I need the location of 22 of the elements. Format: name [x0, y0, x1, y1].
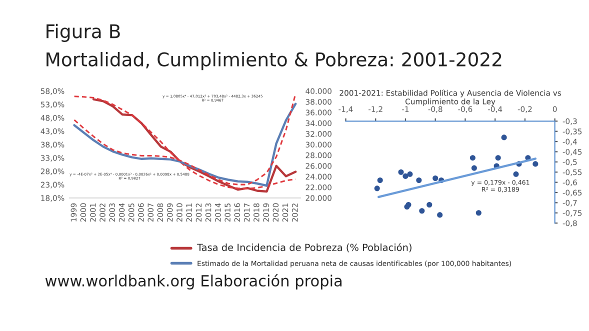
point [398, 169, 404, 175]
point [476, 210, 482, 216]
point [377, 178, 383, 184]
chart-subtitle: Mortalidad, Cumplimiento & Pobreza: 2001-2022 [46, 52, 502, 70]
point [426, 202, 432, 208]
point [437, 212, 443, 218]
chart-title: Figura B [46, 24, 120, 42]
point [402, 173, 408, 179]
point [470, 155, 476, 161]
text: www.worldbank.org Elaboración propia [45, 274, 342, 290]
point [419, 208, 425, 214]
point [407, 171, 413, 177]
point [416, 178, 422, 184]
point [406, 202, 412, 208]
point [501, 134, 507, 140]
point [532, 161, 538, 167]
point [513, 171, 519, 177]
point [471, 165, 477, 171]
legend-label: Tasa de Incidencia de Pobreza (% Población) [196, 243, 412, 252]
point [495, 155, 501, 161]
point [432, 175, 438, 182]
point [374, 186, 380, 192]
